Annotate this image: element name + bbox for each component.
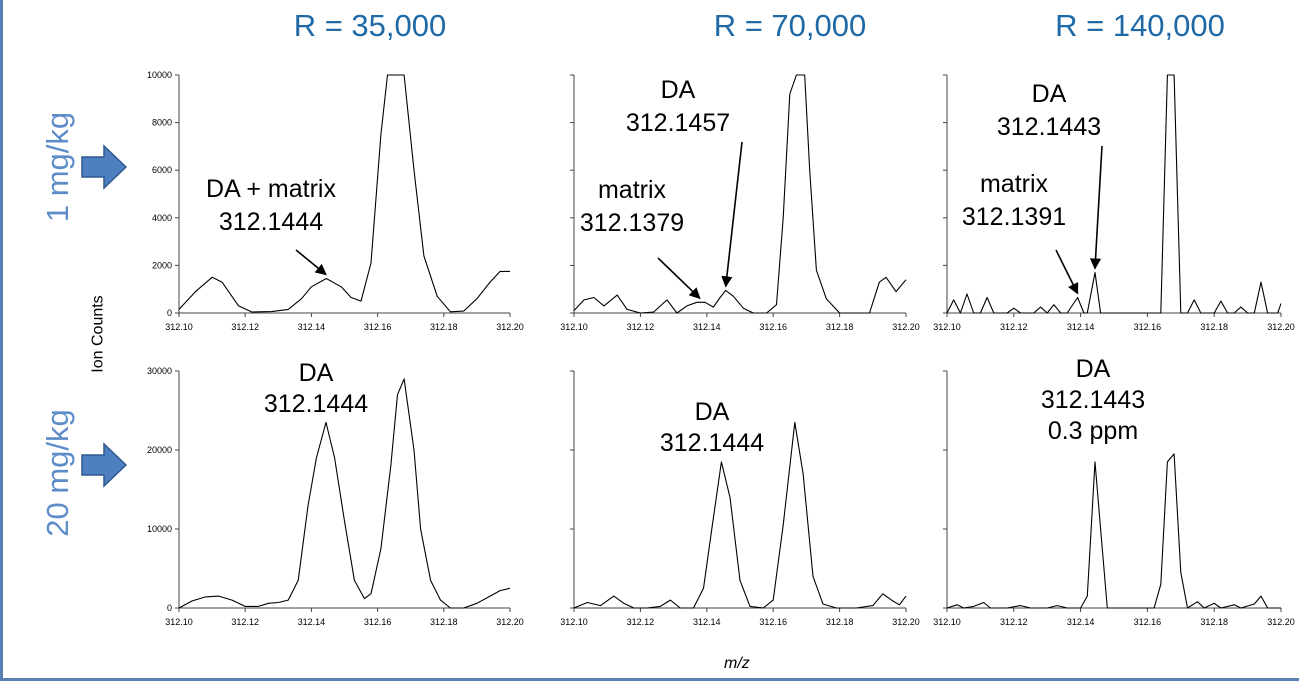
spectrum-line: [178, 74, 510, 313]
y-tick-label: 30000: [147, 366, 172, 376]
peak-annotation: DA 312.1443: [997, 80, 1101, 141]
peak-annotation: DA 312.1444: [264, 359, 368, 418]
y-tick-label: 4000: [152, 213, 172, 223]
x-tick-label: 312.10: [933, 617, 961, 627]
y-tick-label: 6000: [152, 165, 172, 175]
annotation-line: 312.1379: [580, 209, 684, 237]
x-tick-label: 312.16: [364, 322, 392, 332]
spectrum-panel-r1c0: 312.10 312.12 312.14 312.16 312.18 312.20 0 100…: [147, 359, 524, 627]
x-tick-label: 312.20: [892, 322, 920, 332]
y-tick-label: 2000: [152, 260, 172, 270]
annotation-line: 312.1443: [1041, 386, 1145, 414]
x-tick-label: 312.16: [759, 617, 787, 627]
x-tick-label: 312.14: [1067, 617, 1095, 627]
annotation-line: 312.1443: [997, 113, 1101, 141]
y-tick-label: 0: [167, 308, 172, 318]
peak-annotation: matrix 312.1379: [580, 176, 684, 237]
x-tick-label: 312.18: [826, 322, 854, 332]
annotation-arrow: [1089, 145, 1103, 270]
x-tick-label: 312.18: [826, 617, 854, 627]
spectrum-panel-r1c1: 312.10 312.12 312.14 312.16 312.18 312.20 DA 31…: [560, 370, 920, 627]
x-tick-label: 312.16: [759, 322, 787, 332]
spectrum-panel-r0c2: 312.10 312.12 312.14 312.16 312.18 312.20 DA 31…: [933, 74, 1295, 332]
x-tick-label: 312.12: [627, 617, 655, 627]
x-tick-label: 312.10: [933, 322, 961, 332]
x-tick-label: 312.20: [1267, 617, 1295, 627]
y-tick-label: 10000: [147, 70, 172, 80]
annotation-line: DA: [299, 359, 334, 387]
spectrum-line: [178, 378, 511, 609]
arrow-right-icon-row2: [81, 442, 128, 488]
annotation-line: 0.3 ppm: [1048, 417, 1138, 445]
column-title-r140000: R = 140,000: [1055, 8, 1225, 43]
x-tick-label: 312.12: [231, 617, 259, 627]
annotation-arrow: [657, 257, 701, 300]
x-tick-label: 312.12: [1000, 617, 1028, 627]
annotation-line: matrix: [980, 170, 1049, 198]
peak-annotation: DA 312.1443 0.3 ppm: [1041, 355, 1145, 445]
annotation-line: 312.1457: [626, 109, 730, 137]
x-tick-label: 312.14: [693, 617, 721, 627]
annotation-arrow: [295, 249, 327, 276]
annotation-line: 312.1444: [660, 429, 764, 457]
x-tick-label: 312.16: [1134, 322, 1162, 332]
x-tick-label: 312.18: [1200, 322, 1228, 332]
annotation-arrow: [721, 141, 743, 288]
column-title-r35000: R = 35,000: [293, 8, 447, 43]
annotation-line: DA: [695, 398, 730, 426]
annotation-line: 312.1444: [219, 208, 323, 236]
annotation-line: DA: [661, 76, 696, 104]
spectrum-line: [573, 421, 907, 609]
x-tick-label: 312.20: [496, 322, 524, 332]
peak-annotation: DA 312.1444: [660, 398, 764, 457]
x-tick-label: 312.16: [364, 617, 392, 627]
spectrum-line: [573, 74, 907, 314]
column-title-r70000: R = 70,000: [713, 8, 867, 43]
spectrum-line: [946, 453, 1281, 609]
x-tick-label: 312.14: [298, 617, 326, 627]
x-tick-label: 312.18: [430, 617, 458, 627]
peak-annotation: DA + matrix 312.1444: [206, 175, 336, 236]
spectrum-line: [946, 74, 1282, 314]
y-tick-label: 20000: [147, 445, 172, 455]
y-tick-label: 0: [167, 603, 172, 613]
x-tick-label: 312.14: [693, 322, 721, 332]
annotation-arrow: [1055, 249, 1079, 295]
x-tick-label: 312.20: [892, 617, 920, 627]
peak-annotation: DA 312.1457: [626, 76, 730, 137]
annotation-line: DA + matrix: [206, 175, 336, 203]
annotation-line: 312.1391: [962, 203, 1066, 231]
y-tick-label: 10000: [147, 524, 172, 534]
y-tick-label: 8000: [152, 118, 172, 128]
peak-annotation: matrix 312.1391: [962, 170, 1066, 231]
x-tick-label: 312.10: [560, 322, 588, 332]
annotation-line: DA: [1032, 80, 1067, 108]
spectrum-panel-r1c2: 312.10 312.12 312.14 312.16 312.18 312.20 DA 31…: [933, 355, 1295, 627]
x-tick-label: 312.10: [165, 322, 193, 332]
spectrum-panel-r0c1: 312.10 312.12 312.14 312.16 312.18 312.20 DA 31…: [560, 74, 920, 332]
arrow-right-icon-row1: [81, 144, 128, 190]
x-tick-label: 312.14: [298, 322, 326, 332]
x-tick-label: 312.10: [560, 617, 588, 627]
x-axis-label: m/z: [724, 655, 750, 672]
annotation-line: matrix: [598, 176, 667, 204]
x-tick-label: 312.12: [627, 322, 655, 332]
x-tick-label: 312.18: [1200, 617, 1228, 627]
x-tick-label: 312.16: [1134, 617, 1162, 627]
x-tick-label: 312.12: [231, 322, 259, 332]
spectrum-panel-r0c0: 312.10 312.12 312.14 312.16 312.18 312.20 0 200…: [147, 70, 524, 332]
x-tick-label: 312.12: [1000, 322, 1028, 332]
x-tick-label: 312.14: [1067, 322, 1095, 332]
annotation-line: 312.1444: [264, 390, 368, 418]
x-tick-label: 312.18: [430, 322, 458, 332]
x-tick-label: 312.10: [165, 617, 193, 627]
annotation-line: DA: [1076, 355, 1111, 383]
x-tick-label: 312.20: [1267, 322, 1295, 332]
x-tick-label: 312.20: [496, 617, 524, 627]
